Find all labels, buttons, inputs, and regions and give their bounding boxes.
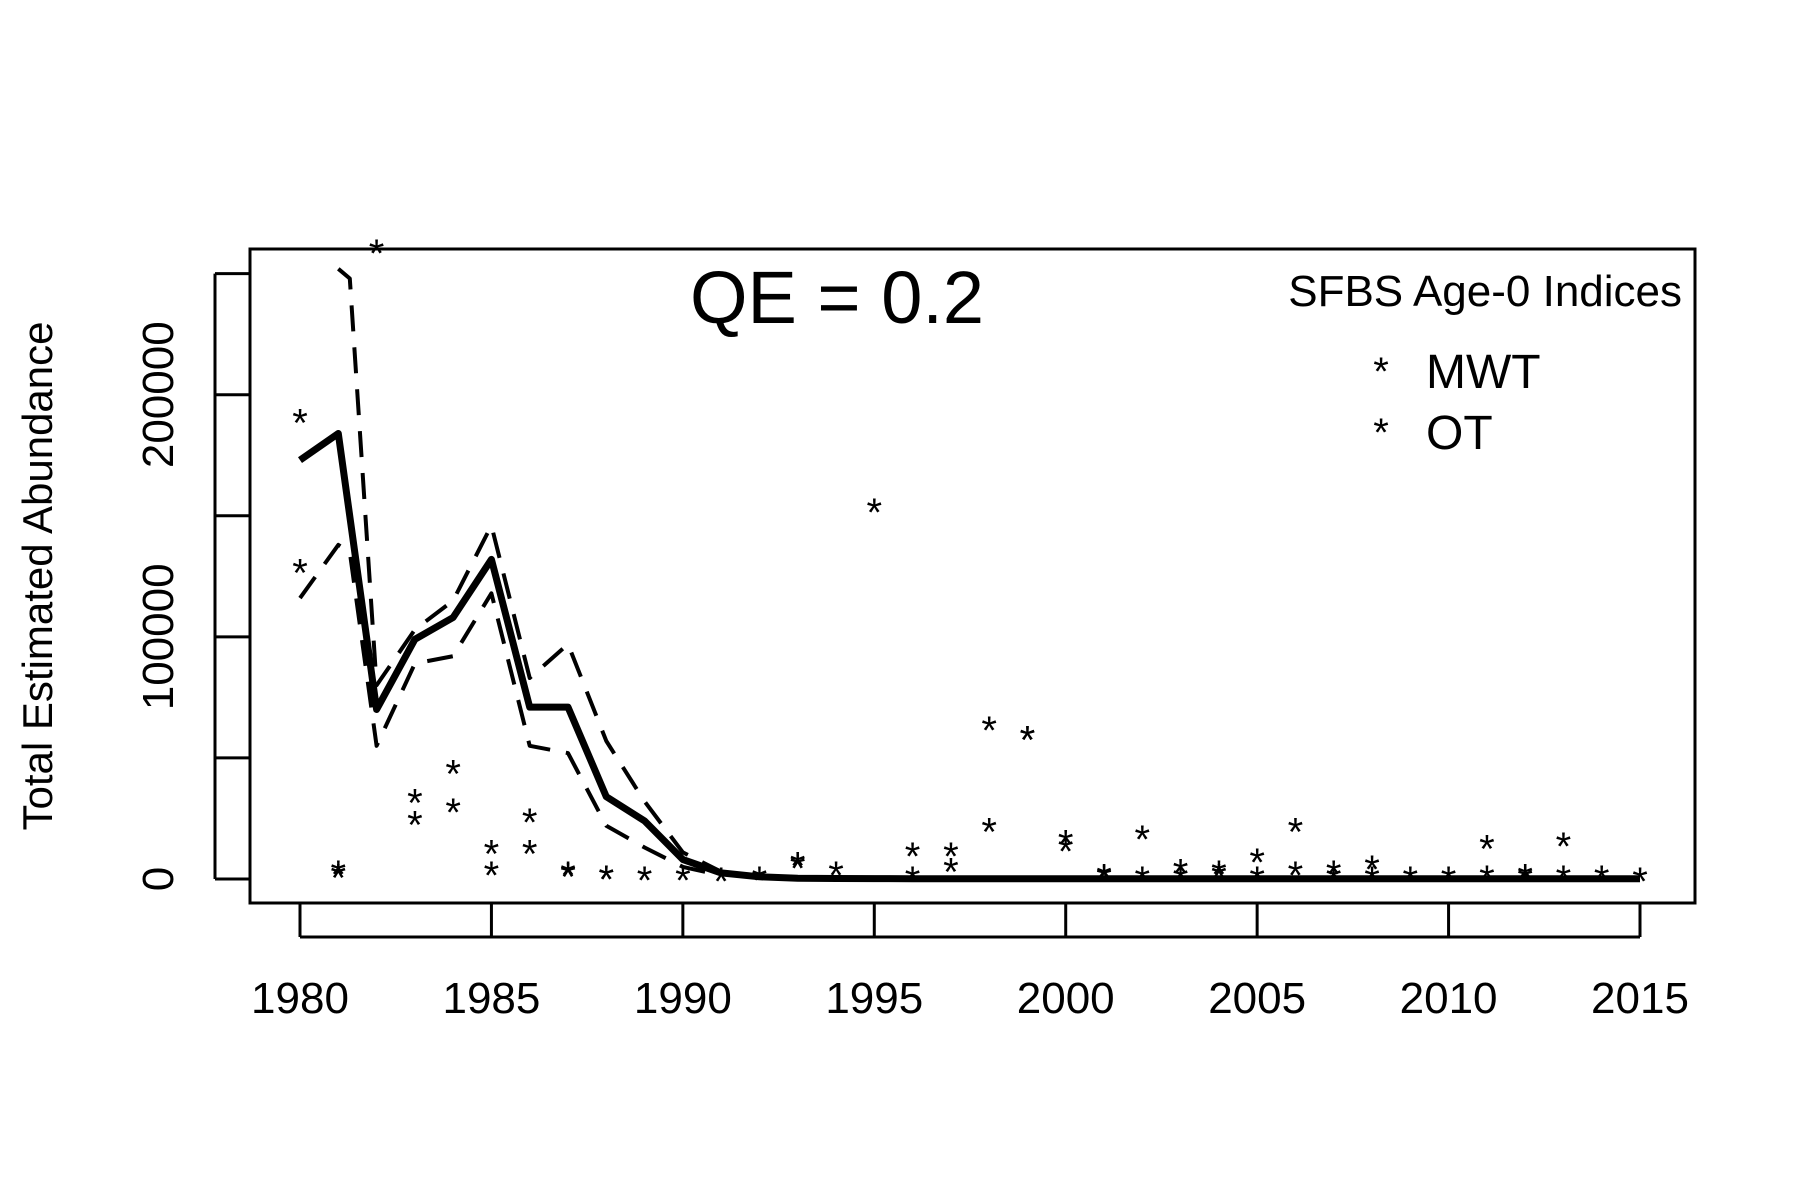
- mwt-point: *: [1326, 859, 1342, 903]
- ot-point: *: [637, 859, 653, 903]
- chart-annotation: QE = 0.2: [690, 256, 984, 339]
- mwt-point: *: [943, 851, 959, 895]
- estimate-line-group: [298, 430, 1640, 883]
- mwt-point: *: [1020, 719, 1036, 763]
- legend-ot-marker: *: [1373, 411, 1389, 455]
- mwt-point: *: [330, 857, 346, 901]
- mwt-point: *: [1556, 858, 1572, 902]
- lower-bound-line: [298, 542, 722, 878]
- x-tick-label: 1980: [251, 974, 349, 1023]
- upper-bound-line: [337, 267, 723, 874]
- ot-point: *: [1211, 853, 1227, 897]
- ot-point: *: [675, 859, 691, 903]
- mwt-point: *: [1058, 830, 1074, 874]
- mwt-point: *: [1479, 858, 1495, 902]
- y-tick-label: 200000: [134, 321, 183, 468]
- ot-point: *: [866, 491, 882, 535]
- mwt-point: *: [1134, 859, 1150, 903]
- ot-point: *: [752, 859, 768, 903]
- mwt-point: *: [598, 858, 614, 902]
- y-tick-label: 100000: [134, 563, 183, 710]
- ot-point: *: [484, 832, 500, 876]
- estimate-line: [298, 430, 1640, 883]
- y-tick-label: 0: [134, 867, 183, 891]
- ot-point: *: [1058, 823, 1074, 867]
- legend-mwt-marker: *: [1373, 350, 1389, 394]
- mwt-point: *: [905, 859, 921, 903]
- mwt-point: *: [407, 782, 423, 826]
- mwt-point: *: [522, 801, 538, 845]
- x-tick-label: 2015: [1591, 974, 1689, 1023]
- x-tick-label: 1990: [634, 974, 732, 1023]
- ot-point: *: [713, 860, 729, 904]
- ot-point: *: [1402, 859, 1418, 903]
- ot-point: *: [828, 854, 844, 898]
- ot-point: *: [1594, 858, 1610, 902]
- mwt-point: *: [1096, 858, 1112, 902]
- y-axis: 0 100000 200000: [134, 272, 250, 891]
- x-tick-label: 2010: [1400, 974, 1498, 1023]
- ot-point: *: [369, 232, 385, 276]
- ot-point: *: [1632, 860, 1648, 904]
- ot-point: *: [1020, 719, 1036, 763]
- index-points: *** **** * * * ** *** * * * * * * * * * ******* * * * * * * * * *…: [292, 232, 1648, 904]
- ot-point: *: [1517, 857, 1533, 901]
- mwt-point: *: [790, 847, 806, 891]
- mwt-point: *: [1364, 859, 1380, 903]
- ot-point: *: [1288, 811, 1304, 855]
- ot-point: *: [598, 858, 614, 902]
- legend-mwt-label: MWT: [1426, 346, 1541, 399]
- legend-title: SFBS Age-0 Indices: [1288, 267, 1682, 316]
- mwt-point: *: [445, 791, 461, 835]
- legend: SFBS Age-0 Indices * MWT * OT: [1288, 267, 1682, 460]
- ot-point: *: [1441, 859, 1457, 903]
- ot-point: *: [292, 551, 308, 595]
- ot-point: *: [1173, 852, 1189, 896]
- ot-point: *: [330, 853, 346, 897]
- ot-point: *: [407, 803, 423, 847]
- ot-point: *: [1364, 848, 1380, 892]
- mwt-point: *: [981, 709, 997, 753]
- mwt-point: *: [1173, 859, 1189, 903]
- legend-ot-label: OT: [1426, 407, 1493, 460]
- mwt-point: *: [560, 855, 576, 899]
- ot-point: *: [905, 835, 921, 879]
- ot-point: *: [560, 854, 576, 898]
- x-tick-label: 1995: [825, 974, 923, 1023]
- ot-point: *: [943, 835, 959, 879]
- confidence-bound-lines: [298, 267, 723, 878]
- mwt-point: *: [1211, 857, 1227, 901]
- ot-point: *: [1249, 841, 1265, 885]
- x-tick-label: 2000: [1017, 974, 1115, 1023]
- ot-point: *: [1134, 818, 1150, 862]
- ot-point: *: [790, 844, 806, 888]
- ot-point: *: [445, 752, 461, 796]
- ot-point: *: [522, 832, 538, 876]
- ot-point: *: [1326, 853, 1342, 897]
- x-tick-label: 1985: [442, 974, 540, 1023]
- ot-point: *: [1556, 825, 1572, 869]
- mwt-point: *: [1249, 859, 1265, 903]
- y-axis-title: Total Estimated Abundance: [14, 321, 61, 830]
- x-tick-label: 2005: [1208, 974, 1306, 1023]
- mwt-point: *: [1288, 854, 1304, 898]
- mwt-point: *: [1517, 859, 1533, 903]
- mwt-point: *: [292, 401, 308, 445]
- ot-point: *: [981, 811, 997, 855]
- plot-frame: [248, 247, 1697, 905]
- ot-point: *: [1479, 828, 1495, 872]
- mwt-point: *: [484, 854, 500, 898]
- x-axis: 1980 1985 1990 1995 2000 2005 2010 2015: [251, 903, 1689, 1023]
- ot-point: *: [1096, 857, 1112, 901]
